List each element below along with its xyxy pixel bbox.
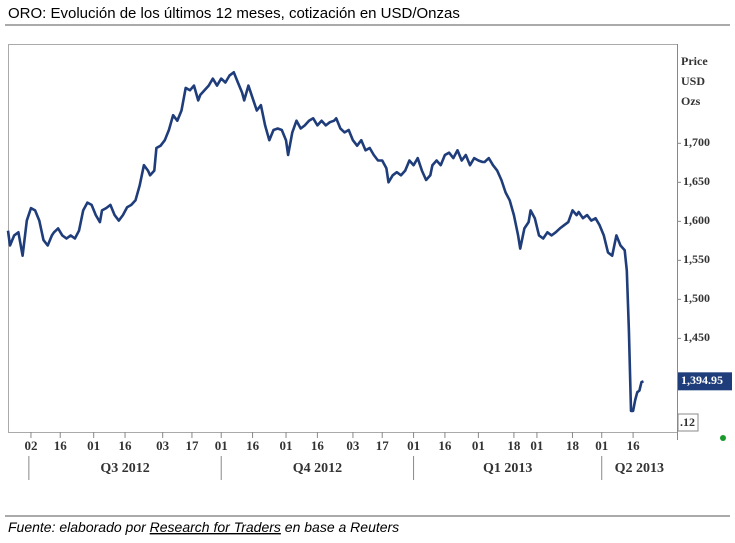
x-tick-label: 01 bbox=[280, 438, 293, 453]
x-tick-label: 03 bbox=[156, 438, 170, 453]
x-tick-label: 01 bbox=[407, 438, 420, 453]
x-tick-label: 03 bbox=[346, 438, 360, 453]
y-tick-label: 1,500 bbox=[683, 291, 710, 305]
x-tick-label: 16 bbox=[311, 438, 325, 453]
x-tick-label: 16 bbox=[627, 438, 641, 453]
axis-label: Ozs bbox=[681, 94, 701, 108]
y-tick-label: 1,450 bbox=[683, 330, 710, 344]
x-tick-label: 16 bbox=[246, 438, 260, 453]
x-tick-label: 18 bbox=[507, 438, 521, 453]
quarter-label: Q2 2013 bbox=[615, 461, 664, 476]
x-tick-label: 18 bbox=[566, 438, 580, 453]
axis-label: Price bbox=[681, 54, 708, 68]
x-tick-label: 01 bbox=[530, 438, 543, 453]
quarter-label: Q1 2013 bbox=[483, 461, 532, 476]
source: Fuente: elaborado por Research for Trade… bbox=[8, 519, 399, 535]
x-tick-label: 02 bbox=[24, 438, 37, 453]
x-tick-label: 16 bbox=[438, 438, 452, 453]
x-tick-label: 16 bbox=[54, 438, 68, 453]
source-text: en base a Reuters bbox=[281, 519, 399, 535]
quarter-label: Q4 2012 bbox=[293, 461, 342, 476]
chart-title: ORO: Evolución de los últimos 12 meses, … bbox=[8, 5, 460, 22]
y-tick-label: 1,600 bbox=[683, 213, 710, 227]
x-tick-label: 01 bbox=[472, 438, 485, 453]
axis-note: .12 bbox=[680, 415, 695, 429]
y-tick-label: 1,650 bbox=[683, 174, 710, 188]
x-tick-label: 01 bbox=[215, 438, 228, 453]
x-tick-label: 01 bbox=[87, 438, 100, 453]
x-tick-label: 17 bbox=[185, 438, 199, 453]
y-tick-label: 1,700 bbox=[683, 135, 710, 149]
axis-label: USD bbox=[681, 74, 705, 88]
current-price-label: 1,394.95 bbox=[681, 373, 723, 387]
x-tick-label: 16 bbox=[119, 438, 133, 453]
current-price-box bbox=[678, 372, 732, 391]
price-line bbox=[6, 71, 644, 413]
status-dot bbox=[720, 435, 726, 441]
axis-note-box bbox=[677, 413, 699, 432]
x-tick-label: 17 bbox=[376, 438, 390, 453]
source-link: Research for Traders bbox=[150, 519, 281, 535]
plot-frame bbox=[8, 44, 678, 433]
quarter-label: Q3 2012 bbox=[100, 461, 149, 476]
y-tick-label: 1,550 bbox=[683, 252, 710, 266]
x-tick-label: 01 bbox=[595, 438, 608, 453]
source-text: Fuente: elaborado por bbox=[8, 519, 150, 535]
